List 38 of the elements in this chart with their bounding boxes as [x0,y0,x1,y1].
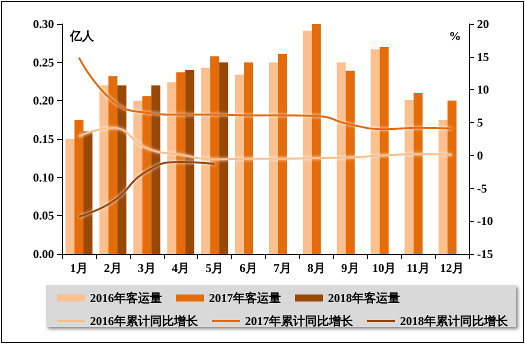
y-tick-label: 0.00 [33,247,54,261]
y2-tick-label: -10 [477,214,493,228]
legend-label: 2016年客运量 [90,291,162,305]
x-tick-label: 2月 [104,261,122,275]
bar [65,139,74,254]
legend-label: 2017年客运量 [209,291,281,305]
y2-tick-label: -15 [477,247,493,261]
x-tick-label: 8月 [307,261,326,275]
y-tick-label: 0.05 [33,208,54,223]
x-tick-label: 1月 [70,261,88,275]
legend-label: 2018年客运量 [328,291,400,305]
x-tick-label: 6月 [240,261,258,275]
legend-label: 2017年累计同比增长 [245,314,354,328]
y2-tick-label: 20 [477,17,489,31]
y-tick-label: 0.15 [33,132,54,146]
bar [219,62,228,254]
bar [74,120,84,254]
y2-tick-label: 15 [477,50,489,64]
x-tick-label: 7月 [273,261,292,275]
legend-label: 2016年累计同比增长 [90,314,199,328]
x-tick-label: 9月 [341,261,360,275]
y-tick-label: 0.20 [33,94,54,108]
x-tick-label: 12月 [440,261,464,275]
x-tick-label: 4月 [172,261,190,275]
x-tick-label: 10月 [372,261,396,275]
x-tick-label: 5月 [206,261,224,275]
y2-tick-label: 10 [477,82,489,97]
y2-tick-label: -5 [477,181,487,196]
y-tick-label: 0.10 [33,170,54,184]
y2-tick-label: 5 [477,116,483,130]
x-tick-label: 3月 [138,261,156,275]
x-tick-label: 11月 [406,261,430,275]
y2-tick-label: 0 [477,148,483,162]
y-tick-label: 0.30 [33,17,54,31]
y2-axis-title: % [449,29,461,43]
legend-label: 2018年累计同比增长 [400,314,509,328]
y-axis-title: 亿人 [69,29,95,43]
y-tick-label: 0.25 [33,55,54,70]
